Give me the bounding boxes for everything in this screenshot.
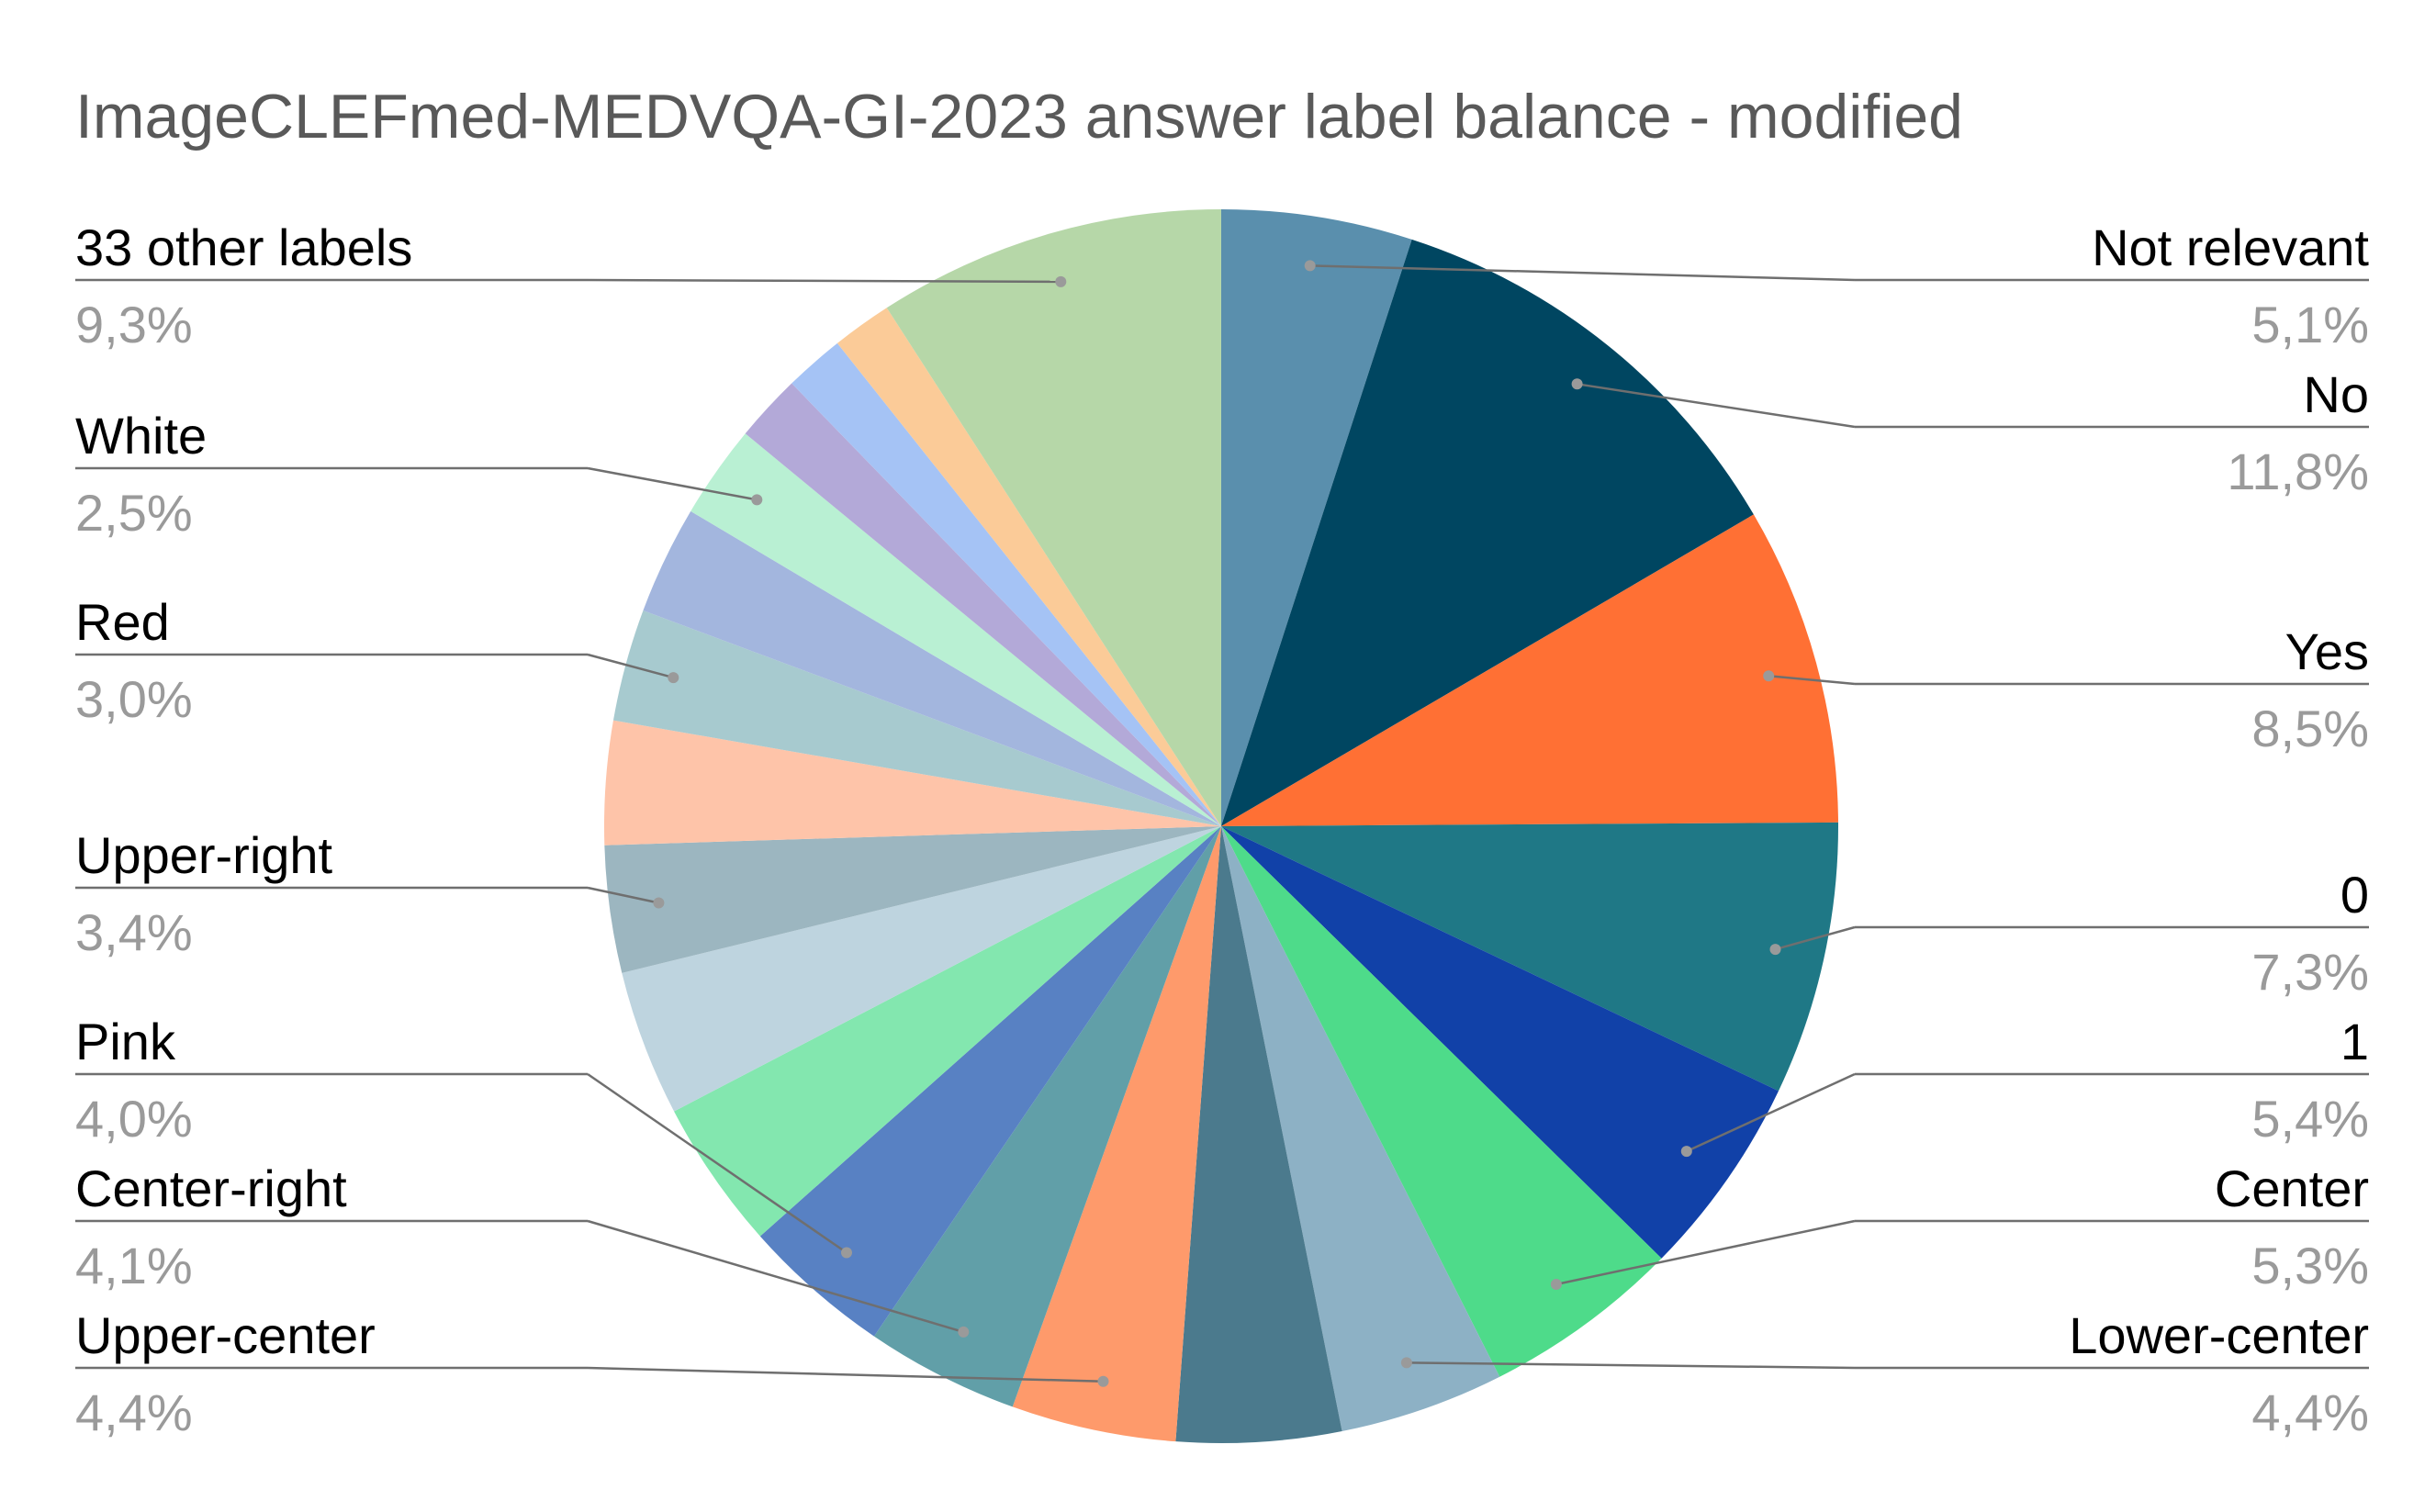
pie-slice-unlabeled-7 xyxy=(1175,826,1342,1443)
callout-upper-right: Upper-right 3,4% xyxy=(75,826,665,961)
slice-label: Lower-center xyxy=(2069,1306,2369,1364)
leader-dot xyxy=(958,1326,970,1338)
callout-pink: Pink 4,0% xyxy=(75,1013,852,1259)
callout-not-relevant: Not relevant 5,1% xyxy=(1304,218,2369,353)
leader-dot xyxy=(1769,944,1781,956)
slice-percent: 4,1% xyxy=(75,1237,193,1294)
slice-percent: 5,3% xyxy=(2251,1237,2369,1294)
pie-slice-unlabeled-16 xyxy=(643,510,1221,826)
pie-slices xyxy=(604,209,1839,1443)
leader-dot xyxy=(653,897,665,909)
pie-slice-1 xyxy=(1221,826,1779,1259)
pie-slice-center-right xyxy=(873,826,1221,1407)
slice-percent: 8,5% xyxy=(2251,700,2369,757)
slice-label: Pink xyxy=(75,1013,176,1070)
leader-connector xyxy=(587,278,1061,284)
pie-slice-lower-center xyxy=(1221,826,1500,1431)
slice-percent: 9,3% xyxy=(75,296,193,353)
slice-percent: 5,1% xyxy=(2251,296,2369,353)
pie-slice-white xyxy=(690,433,1221,826)
callout-1: 1 5,4% xyxy=(1680,1013,2369,1158)
pie-slice-upper-right xyxy=(604,826,1221,973)
pie-slice-no xyxy=(1221,239,1754,826)
slice-label: Upper-center xyxy=(75,1306,376,1364)
slice-percent: 7,3% xyxy=(2251,943,2369,1001)
pie-slice-unlabeled-19 xyxy=(791,342,1221,826)
pie-slice-0 xyxy=(1221,822,1839,1092)
pie-slice-unlabeled-12 xyxy=(622,826,1221,1112)
leader-dot xyxy=(1055,275,1067,287)
slice-percent: 4,4% xyxy=(75,1383,193,1441)
leader-connector xyxy=(1775,925,1856,951)
slice-label: Center xyxy=(2215,1159,2369,1217)
slice-label: 33 other labels xyxy=(75,218,412,276)
leader-connector xyxy=(587,1366,1104,1383)
callout-labels: Not relevant 5,1% No 11,8% Yes 8,5% 0 7,3% 1 5,4%… xyxy=(75,218,2369,1441)
callout-lower-center: Lower-center 4,4% xyxy=(1400,1306,2369,1441)
leader-connector xyxy=(1577,383,1856,429)
slice-percent: 5,4% xyxy=(2251,1090,2369,1148)
pie-slice-unlabeled-14 xyxy=(604,720,1221,846)
leader-connector xyxy=(1768,675,1856,686)
callout-upper-center: Upper-center 4,4% xyxy=(75,1306,1109,1441)
leader-connector xyxy=(1406,1361,1856,1370)
slice-label: 0 xyxy=(2341,866,2369,924)
leader-dot xyxy=(1097,1375,1109,1387)
pie-slice-33-other-labels xyxy=(886,209,1221,826)
leader-dot xyxy=(1304,260,1316,272)
pie-slice-unlabeled-18 xyxy=(745,383,1221,826)
pie-slice-center xyxy=(1221,826,1662,1377)
slice-label: Not relevant xyxy=(2092,218,2369,276)
leader-connector xyxy=(1686,1072,1856,1153)
leader-connector xyxy=(587,466,758,501)
callout-center: Center 5,3% xyxy=(1550,1159,2369,1294)
leader-dot xyxy=(668,672,679,684)
callout-0: 0 7,3% xyxy=(1769,866,2369,1001)
callout-yes: Yes 8,5% xyxy=(1763,622,2369,757)
leader-dot xyxy=(1550,1279,1562,1290)
leader-dot xyxy=(751,494,763,506)
leader-dot xyxy=(1571,378,1583,390)
callout-red: Red 3,0% xyxy=(75,593,679,728)
callout-33-other-labels: 33 other labels 9,3% xyxy=(75,218,1067,353)
chart-title: ImageCLEFmed-MEDVQA-GI-2023 answer label… xyxy=(75,82,1964,151)
slice-percent: 3,0% xyxy=(75,670,193,728)
slice-label: 1 xyxy=(2341,1013,2369,1070)
leader-dot xyxy=(841,1247,852,1259)
pie-slice-unlabeled-11 xyxy=(674,826,1221,1237)
slice-label: Red xyxy=(75,593,170,651)
leader-connector xyxy=(587,1072,848,1254)
leader-dot xyxy=(1763,670,1775,682)
pie-slice-yes xyxy=(1221,514,1838,826)
pie-slice-upper-center xyxy=(1012,826,1221,1442)
leader-dot xyxy=(1400,1357,1412,1369)
slice-percent: 3,4% xyxy=(75,903,193,961)
slice-label: No xyxy=(2303,365,2369,423)
slice-percent: 4,4% xyxy=(2251,1383,2369,1441)
slice-label: Upper-right xyxy=(75,826,333,884)
slice-percent: 11,8% xyxy=(2227,442,2369,500)
pie-slice-red xyxy=(612,610,1221,826)
slice-label: White xyxy=(75,407,207,465)
callout-no: No 11,8% xyxy=(1571,365,2369,500)
leader-dot xyxy=(1680,1146,1692,1158)
pie-slice-not-relevant xyxy=(1221,209,1412,826)
leader-connector xyxy=(1555,1219,1856,1286)
pie-slice-unlabeled-20 xyxy=(836,308,1221,826)
pie-slice-pink xyxy=(759,826,1221,1337)
callout-center-right: Center-right 4,1% xyxy=(75,1159,970,1338)
callout-white: White 2,5% xyxy=(75,407,763,542)
slice-percent: 2,5% xyxy=(75,484,193,542)
leader-connector xyxy=(587,653,674,679)
leader-connector xyxy=(1309,264,1856,282)
slice-label: Center-right xyxy=(75,1159,347,1217)
slice-label: Yes xyxy=(2285,622,2369,680)
slice-percent: 4,0% xyxy=(75,1090,193,1148)
leader-connector xyxy=(587,1219,964,1334)
leader-connector xyxy=(587,886,659,904)
